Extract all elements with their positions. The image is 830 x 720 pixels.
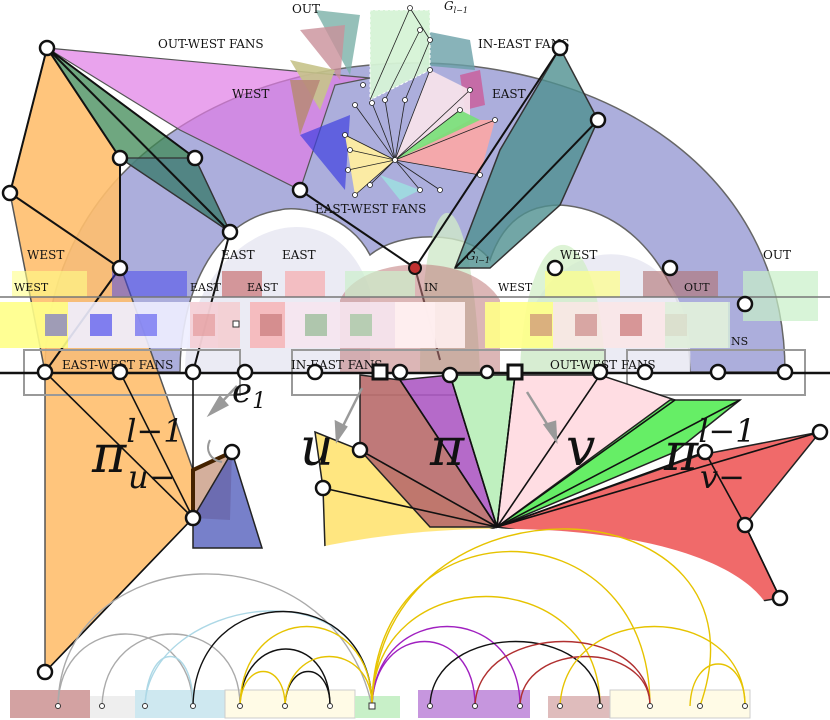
- bar-out-label: OUT: [684, 281, 710, 294]
- u-square-vertex: [371, 363, 389, 381]
- box-row-upper: [12, 271, 818, 321]
- mini-fan-brown: [290, 80, 320, 135]
- bottom-arcs: [57, 528, 746, 707]
- pi-label: π: [429, 418, 465, 478]
- mid-west-left-label: WEST: [27, 248, 64, 262]
- bar-ns-label: NS: [731, 335, 748, 348]
- mid-g-label: Gl−1: [466, 249, 490, 265]
- mini-fan-teal-right: [420, 30, 475, 70]
- bar-west-label: WEST: [14, 281, 49, 294]
- v-label: v: [566, 418, 595, 478]
- arrows: [206, 385, 558, 445]
- main-vertices: [1, 39, 829, 681]
- v-square-vertex: [506, 363, 524, 381]
- top-out-west-fans-label: OUT-WEST FANS: [158, 37, 264, 51]
- brownred-fan: [359, 374, 499, 528]
- box-row-lower: [0, 302, 730, 348]
- top-east-label: EAST: [492, 87, 526, 101]
- pi-v-label: πl−1: [663, 412, 756, 483]
- e1-curve: [207, 439, 223, 463]
- pi-u-sub-label: u−: [128, 458, 175, 496]
- pi-v-sub-label: v−: [700, 458, 745, 496]
- bar-east-label-1: EAST: [190, 281, 222, 294]
- fans-in-east-label: IN-EAST FANS: [291, 358, 382, 372]
- royal-fan: [192, 450, 264, 549]
- top-in-east-fans-label: IN-EAST FANS: [478, 37, 569, 51]
- bar-in-label: IN: [424, 281, 438, 294]
- bottom-vertices: [55, 702, 748, 710]
- bottom-box-row: [10, 689, 751, 719]
- mini-diagram-top: OUT Gl−1 OUT-WEST FANS IN-EAST FANS WEST…: [158, 0, 569, 216]
- g-root-vertex: [408, 261, 422, 275]
- mini-fan-pink-2: [395, 120, 495, 175]
- mini-fan-cyan: [380, 175, 420, 200]
- mid-west-right-label: WEST: [560, 248, 597, 262]
- thick-edge-u: [191, 450, 233, 518]
- u-label: u: [300, 418, 334, 478]
- top-out-label: OUT: [292, 2, 320, 16]
- e1-label: e1: [232, 371, 266, 414]
- bar-east-label-2: EAST: [247, 281, 279, 294]
- top-g-label: Gl−1: [444, 0, 468, 15]
- mid-east-label-1: EAST: [221, 248, 255, 262]
- mini-fan-greenlight: [395, 110, 480, 160]
- pi-top-vertex: [479, 364, 495, 380]
- top-west-label: WEST: [232, 87, 269, 101]
- mini-fan-blue: [300, 115, 350, 190]
- mini-fan-lightpink: [395, 70, 470, 160]
- lower-edges: [44, 371, 821, 673]
- top-east-west-fans-label: EAST-WEST FANS: [315, 202, 426, 216]
- bar-west-label-2: WEST: [498, 281, 533, 294]
- mid-out-label: OUT: [763, 248, 791, 262]
- mid-east-label-2: EAST: [282, 248, 316, 262]
- pi-u-label: πl−1: [91, 412, 184, 485]
- mini-fan-pink: [300, 25, 345, 80]
- lower-arch-base: [120, 528, 770, 720]
